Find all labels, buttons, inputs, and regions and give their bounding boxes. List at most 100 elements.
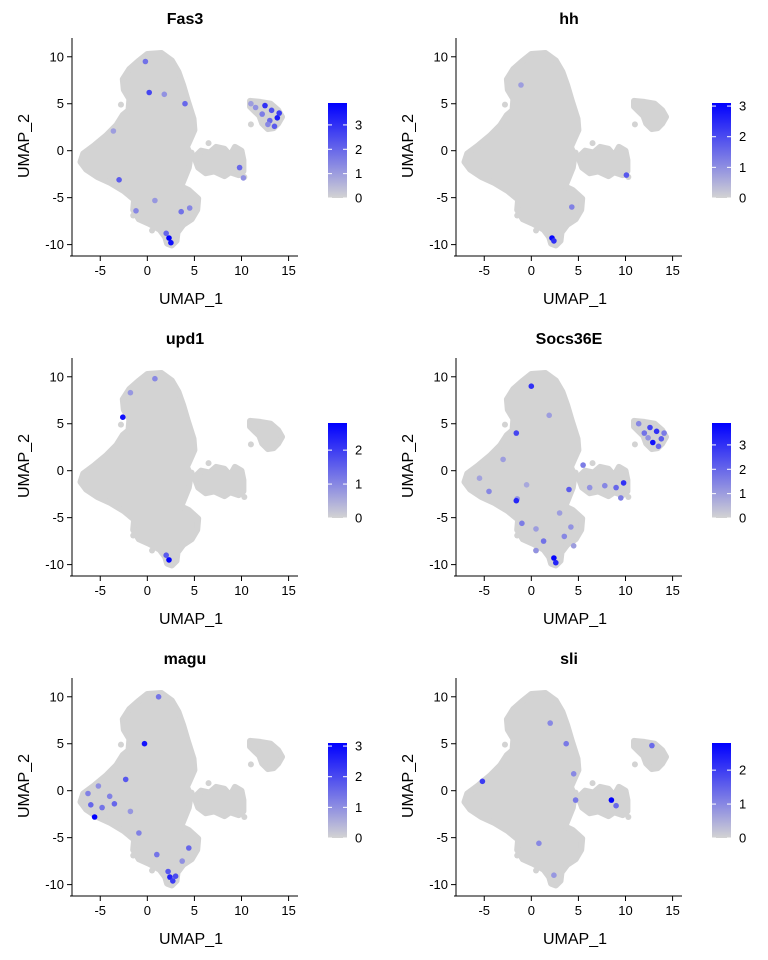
legend-colorbar [712, 423, 731, 518]
expression-point [179, 858, 185, 864]
expression-point [653, 428, 660, 435]
x-tick-label: 10 [618, 263, 632, 278]
legend-tick-label: 2 [739, 462, 746, 477]
expression-point [586, 484, 593, 491]
y-tick-label: 5 [57, 736, 64, 751]
expression-point [523, 482, 530, 488]
expression-point [167, 874, 173, 880]
panel-magu: magu -5 0 5 10 15 -10 -5 0 5 10 UMAP_1 UMAP_2 0 1 2 3 [16, 651, 362, 948]
y-tick-label: -5 [52, 190, 64, 205]
expression-point [274, 115, 281, 121]
x-tick-label: 5 [575, 903, 582, 918]
x-axis-label: UMAP_1 [543, 611, 607, 628]
color-legend: 0 1 2 3 [712, 99, 746, 206]
x-tick-label: 15 [665, 263, 679, 278]
expression-point [547, 720, 553, 726]
cell-cloud [77, 370, 285, 569]
cell-cloud [77, 50, 285, 249]
legend-colorbar [328, 423, 347, 518]
panel-title: hh [559, 11, 579, 28]
y-axis-label: UMAP_2 [16, 114, 33, 178]
expression-point [178, 208, 184, 215]
y-tick-label: 0 [441, 783, 448, 798]
x-tick-label: 5 [575, 583, 582, 598]
expression-point [122, 776, 129, 783]
x-tick-label: -5 [478, 903, 490, 918]
x-tick-label: 15 [281, 903, 295, 918]
expression-point [608, 797, 615, 803]
expression-point [271, 123, 278, 130]
expression-point [661, 430, 667, 436]
expression-point [163, 552, 169, 558]
y-tick-label: -10 [45, 557, 64, 572]
color-legend: 0 1 2 3 [328, 103, 362, 206]
legend-tick-label: 0 [355, 831, 362, 846]
expression-point [570, 771, 577, 777]
expression-point [519, 520, 525, 527]
y-tick-label: 0 [57, 143, 64, 158]
expression-point [655, 443, 662, 450]
legend-tick-label: 1 [355, 166, 362, 181]
x-tick-label: 10 [234, 903, 248, 918]
expression-point [645, 435, 651, 441]
x-tick-label: 0 [144, 263, 151, 278]
y-tick-label: -10 [429, 557, 448, 572]
x-tick-label: -5 [478, 263, 490, 278]
panel-title: Fas3 [167, 11, 204, 28]
expression-point [500, 456, 506, 463]
panel-socs36e: Socs36E -5 0 5 10 15 -10 -5 0 5 10 UMAP_1 UMAP_2 0 1 2 3 [400, 331, 746, 628]
panel-title: Socs36E [536, 331, 603, 348]
expression-point [647, 424, 653, 431]
expression-point [569, 204, 575, 210]
expression-point [146, 89, 152, 96]
panel-sli: sli -5 0 5 10 15 -10 -5 0 5 10 UMAP_1 UMAP_2 0 1 2 [400, 651, 746, 948]
x-axis-label: UMAP_1 [543, 931, 607, 948]
expression-point [136, 830, 142, 836]
expression-point [618, 495, 624, 501]
color-legend: 0 1 2 3 [712, 423, 746, 526]
legend-tick-label: 1 [739, 160, 746, 175]
y-tick-label: 10 [50, 369, 64, 384]
expression-point [602, 482, 608, 489]
expression-point [85, 790, 91, 797]
expression-point [513, 430, 520, 436]
legend-colorbar [328, 743, 347, 838]
y-axis-label: UMAP_2 [16, 754, 33, 818]
color-legend: 0 1 2 [328, 423, 362, 526]
y-tick-label: -5 [436, 510, 448, 525]
legend-tick-label: 1 [739, 797, 746, 812]
expression-point [641, 430, 648, 436]
expression-point [163, 230, 169, 237]
expression-point [165, 868, 171, 875]
y-tick-label: -5 [436, 830, 448, 845]
expression-point [533, 526, 539, 532]
expression-point [570, 543, 577, 549]
expression-point [161, 91, 168, 98]
expression-point [252, 104, 259, 111]
y-tick-label: 5 [441, 416, 448, 431]
cell-cloud [77, 690, 285, 889]
expression-point [546, 412, 552, 419]
y-tick-label: -5 [52, 510, 64, 525]
y-tick-label: 10 [434, 689, 448, 704]
expression-point [486, 488, 492, 495]
legend-colorbar [712, 103, 731, 198]
y-tick-label: 5 [441, 736, 448, 751]
expression-point [568, 524, 574, 530]
legend-colorbar [712, 743, 731, 838]
expression-point [152, 197, 158, 204]
expression-point [127, 389, 134, 396]
expression-point [133, 208, 139, 214]
expression-point [551, 872, 557, 878]
x-tick-label: 5 [575, 263, 582, 278]
x-axis-label: UMAP_1 [159, 611, 223, 628]
expression-point [556, 510, 563, 516]
expression-point [166, 235, 172, 241]
color-legend: 0 1 2 [712, 743, 746, 846]
x-axis-label: UMAP_1 [159, 931, 223, 948]
panel-title: sli [560, 651, 578, 668]
expression-point [566, 486, 572, 493]
expression-point [268, 107, 275, 114]
x-tick-label: 15 [281, 583, 295, 598]
y-tick-label: 10 [434, 369, 448, 384]
